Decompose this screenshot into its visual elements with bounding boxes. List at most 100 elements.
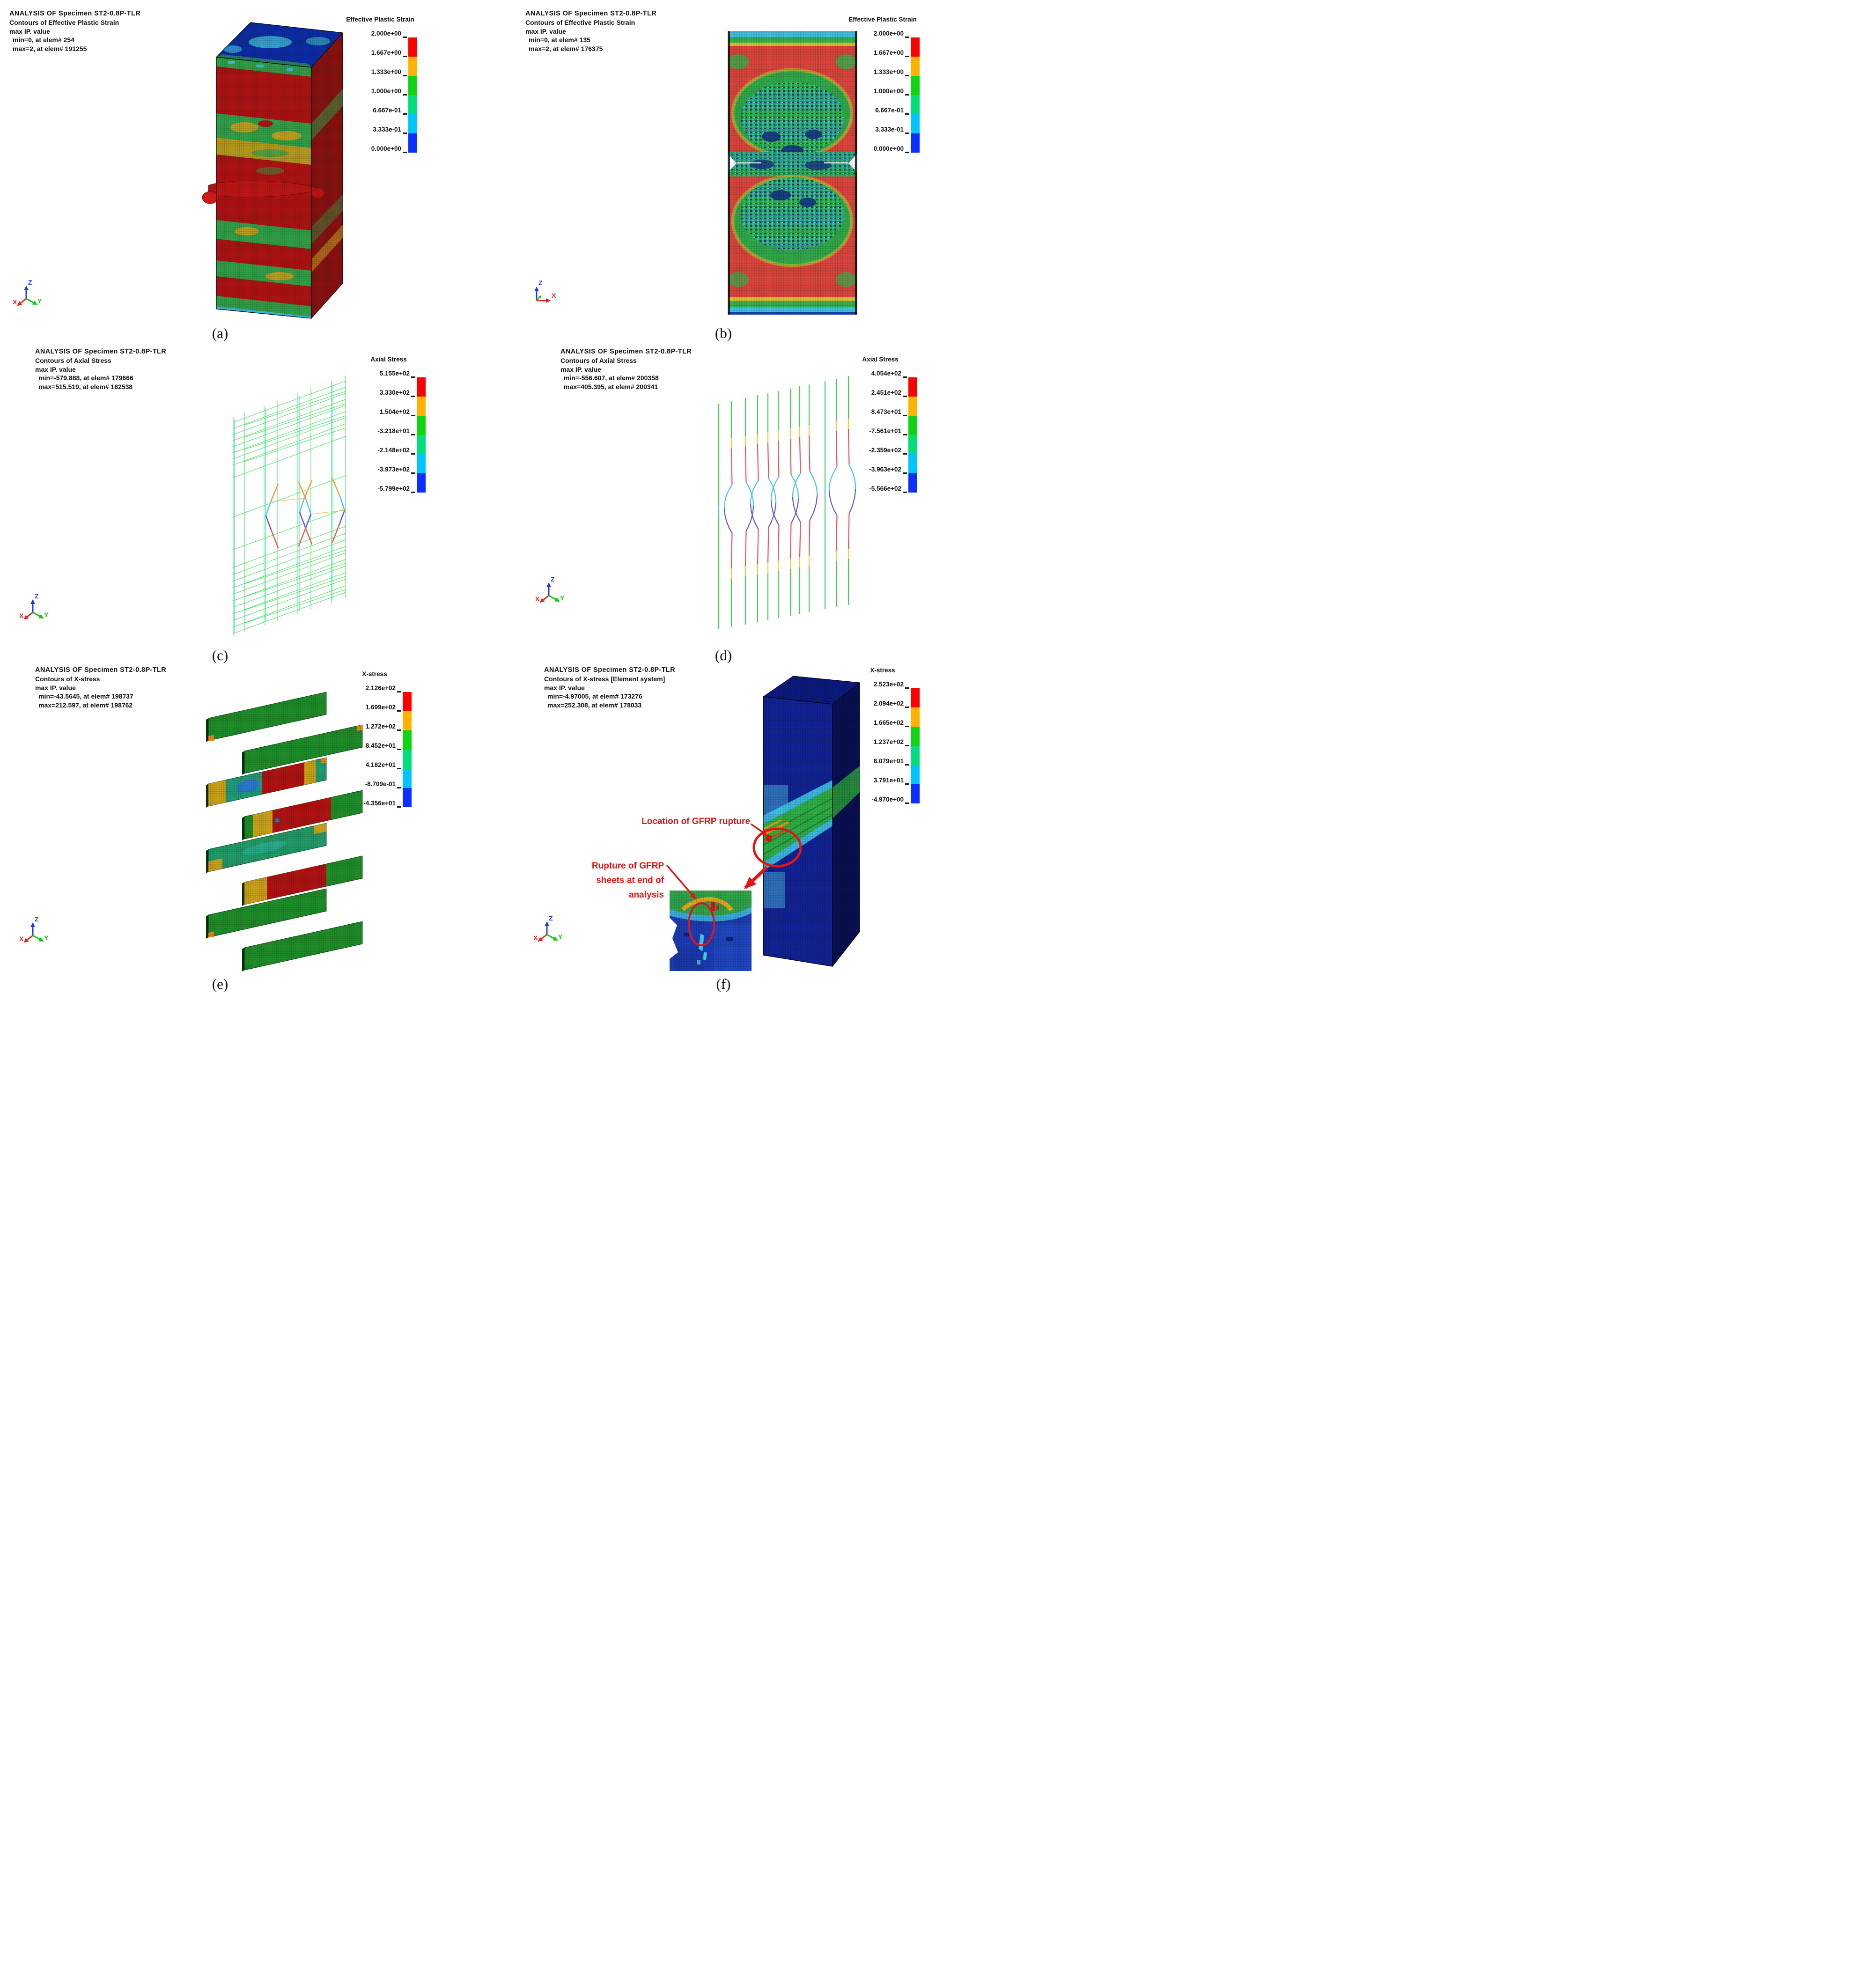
legend-value: 1.667e+00 [371,49,401,56]
axis-triad: Z X [534,279,556,303]
legend-value: 1.237e+02 [873,738,904,745]
annotation-line: Rupture of GFRP [591,861,664,871]
z-axis-label: Z [538,279,543,287]
legend-tick [905,37,909,38]
legend-tick [903,376,907,378]
legend-value: 2.451e+02 [871,389,901,396]
legend-value: 8.079e+01 [873,758,904,765]
legend-tick [403,75,407,76]
subfigure-label-a: (a) [212,325,228,341]
legend-tick [397,749,401,750]
ip-value-line: max IP. value [35,684,76,692]
legend-value: 8.452e+01 [365,742,396,749]
max-line: max=252.308, at elem# 178033 [547,701,642,709]
legend-tick [905,687,909,689]
analysis-title: ANALYSIS OF Specimen ST2-0.8P-TLR [560,348,692,355]
color-bar [908,377,917,493]
legend-title: Axial Stress [862,356,899,363]
contour-type: Contours of Axial Stress [35,357,111,365]
subfigure-label-d: (d) [715,647,732,663]
annotation-rupture-sheets: Rupture of GFRP sheets at end of analysi… [537,859,664,902]
analysis-title: ANALYSIS OF Specimen ST2-0.8P-TLR [544,666,676,674]
analysis-title: ANALYSIS OF Specimen ST2-0.8P-TLR [9,10,141,17]
y-axis-label: Y [37,297,42,305]
axis-triad: Z X Y [533,914,563,942]
color-bar [417,377,426,493]
legend-value: 1.667e+00 [873,49,904,56]
analysis-title: ANALYSIS OF Specimen ST2-0.8P-TLR [525,10,657,17]
legend-value: -8.709e-01 [365,780,396,788]
contour-type: Contours of Axial Stress [560,357,637,365]
legend-value: 4.182e+01 [365,761,396,768]
legend-tick [411,376,415,378]
x-axis-label: X [533,934,538,942]
legend-value: 1.000e+00 [371,88,401,95]
legend-title: Effective Plastic Strain [848,16,917,23]
legend-tick [411,434,415,435]
annotation-line: sheets at end of [596,876,664,885]
z-axis-label: Z [549,914,553,922]
max-line: max=2, at elem# 176375 [529,44,603,52]
legend-value: 1.333e+00 [371,68,401,75]
legend-tick [411,472,415,474]
axis-triad: Z X Y [13,279,42,306]
min-line: min=-43.5645, at elem# 198737 [38,692,133,700]
min-line: min=-556.607, at elem# 200358 [564,374,659,382]
panel-e-header: ANALYSIS OF Specimen ST2-0.8P-TLR Contou… [35,666,166,709]
legend-tick [905,803,909,804]
axis-triad: Z X Y [19,915,49,943]
legend-value: -3.963e+02 [869,466,901,473]
legend-tick [905,94,909,96]
legend-value: 0.000e+00 [873,145,904,152]
legend-tick [905,152,909,153]
subfigure-label-b: (b) [715,325,732,341]
legend-tick [903,492,907,493]
max-line: max=515.519, at elem# 182538 [38,383,133,390]
legend-tick [403,133,407,134]
legend-tick [403,152,407,153]
strain-contour-front-view [728,31,857,315]
legend-value: -4.356e+01 [363,800,396,807]
y-axis-label: Y [44,611,49,618]
legend-value: 6.667e-01 [373,107,401,114]
fringe-legend-e: X-stress 2.126e+02 1.699e+02 1.272e+02 8… [335,670,414,811]
contour-type: Contours of Effective Plastic Strain [525,19,635,27]
z-axis-label: Z [35,915,39,923]
legend-tick [905,783,909,785]
legend-value: 1.665e+02 [873,719,904,726]
fringe-legend-d: Axial Stress 4.054e+02 2.451e+02 8.473e+… [840,356,920,496]
annotation-line: analysis [629,890,664,900]
color-bar [403,692,412,807]
legend-value: 2.523e+02 [873,681,904,688]
x-axis-label: X [19,935,24,942]
legend-tick [905,133,909,134]
fringe-legend-b: Effective Plastic Strain 2.000e+00 1.667… [843,16,922,156]
legend-tick [403,37,407,38]
legend-value: 2.126e+02 [365,685,396,692]
legend-value: 0.000e+00 [371,145,401,152]
y-axis-label: Y [560,594,565,602]
legend-tick [397,729,401,731]
rebar-cage-stress-view [233,376,346,635]
legend-tick [903,472,907,474]
legend-value: -3.973e+02 [377,466,410,473]
legend-value: 6.667e-01 [875,107,904,114]
legend-value: 2.000e+00 [371,30,401,37]
legend-value: 8.473e+01 [871,408,901,415]
legend-value: 3.333e-01 [373,126,401,133]
contour-type: Contours of X-stress [Element system] [544,675,665,683]
figure-page: ANALYSIS OF Specimen ST2-0.8P-TLR Contou… [0,0,936,994]
legend-value: 2.094e+02 [873,700,904,707]
legend-value: 2.000e+00 [873,30,904,37]
axis-triad: Z X Y [19,592,49,620]
legend-tick [411,492,415,493]
color-bar [911,37,920,153]
legend-tick [903,415,907,416]
legend-value: -5.566e+02 [869,485,901,492]
panel-f-header: ANALYSIS OF Specimen ST2-0.8P-TLR Contou… [544,666,675,709]
z-axis-label: Z [28,279,32,286]
analysis-title: ANALYSIS OF Specimen ST2-0.8P-TLR [35,348,167,355]
ip-value-line: max IP. value [9,27,50,35]
subfigure-label-f: (f) [716,976,731,992]
z-axis-label: Z [35,592,39,600]
